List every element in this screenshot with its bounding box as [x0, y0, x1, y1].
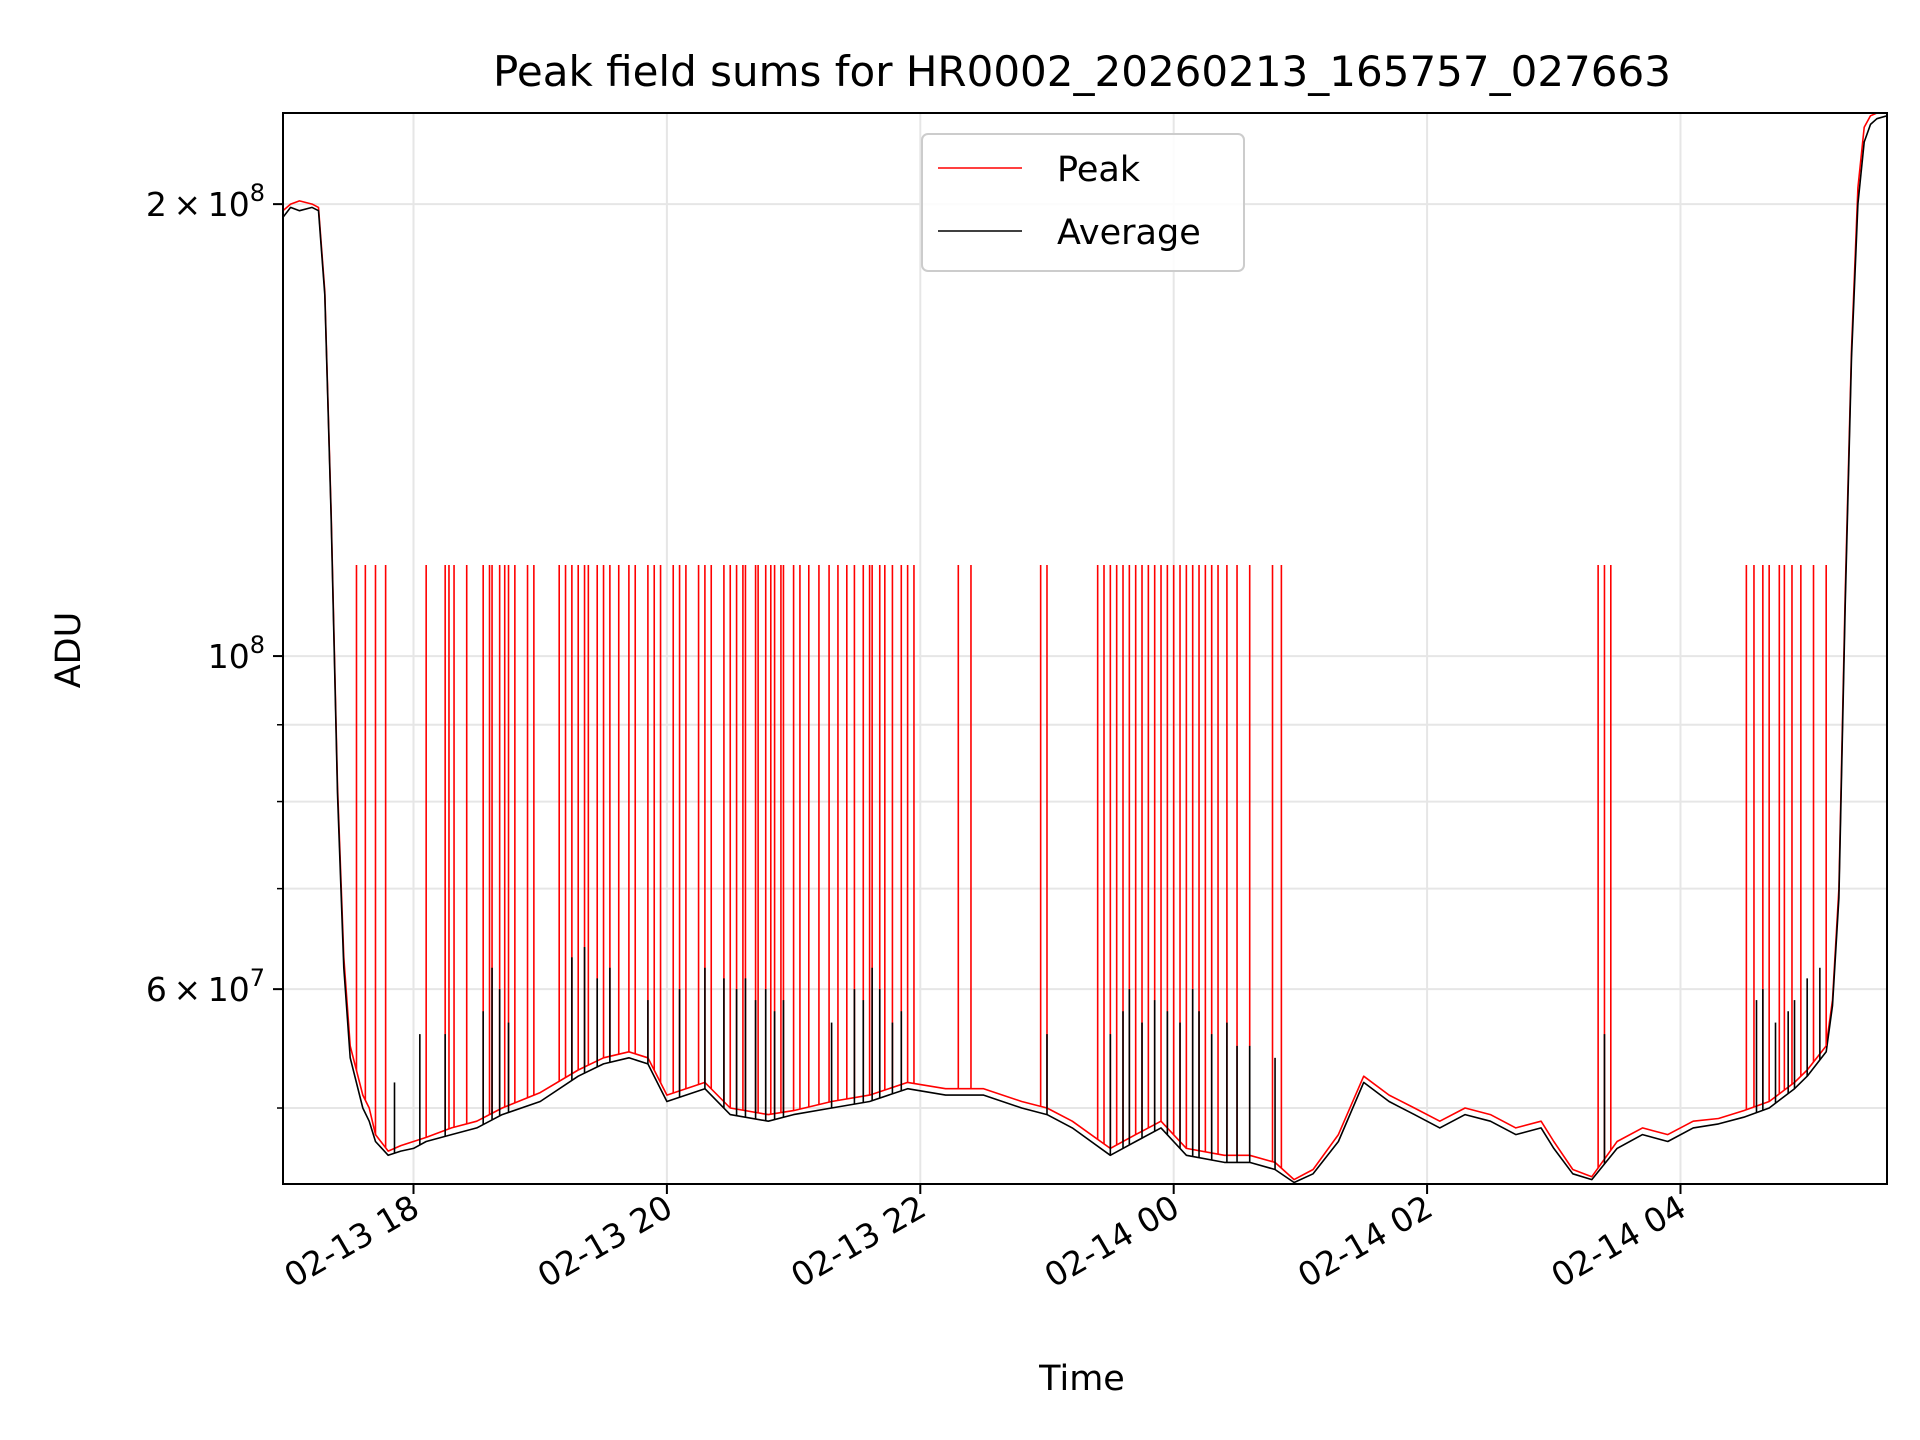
series-line-average	[283, 115, 1887, 1184]
grid	[283, 113, 1887, 1184]
plot-frame	[282, 112, 1888, 1185]
y-tick-label: 108	[208, 631, 265, 676]
chart-title: Peak field sums for HR0002_20260213_1657…	[493, 47, 1671, 96]
plot-series	[283, 113, 1887, 1184]
y-tick-label: 2 × 108	[146, 179, 265, 224]
series-average	[283, 115, 1887, 1184]
legend-label-peak: Peak	[1057, 150, 1141, 190]
y-tick-label: 6 × 107	[146, 964, 265, 1009]
y-axis: 6 × 107 108 2 × 108	[146, 179, 283, 1109]
legend: Peak Average	[921, 133, 1245, 272]
average-spikes	[393, 947, 1821, 1170]
x-axis-title: Time	[1038, 1359, 1125, 1399]
legend-label-average: Average	[1057, 213, 1201, 253]
y-axis-title: ADU	[49, 612, 89, 689]
